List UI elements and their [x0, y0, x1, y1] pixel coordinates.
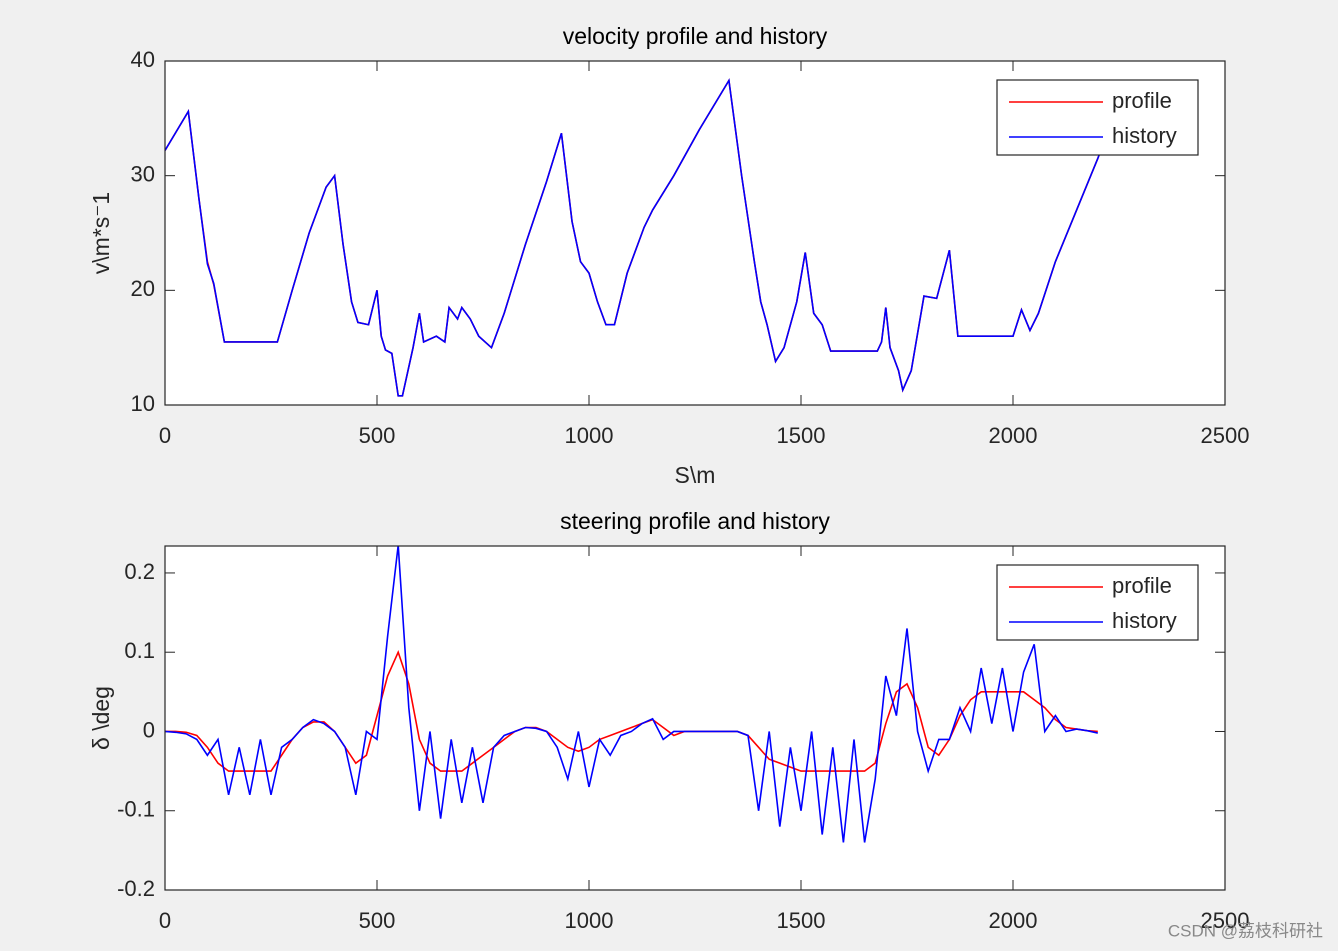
legend-label: history — [1112, 123, 1177, 148]
y-tick-label: 0.2 — [124, 559, 155, 584]
chart-title: velocity profile and history — [563, 23, 828, 49]
axes-box — [164, 60, 1226, 406]
legend-box — [996, 79, 1199, 156]
x-tick-label: 500 — [359, 908, 396, 933]
y-tick-label: 10 — [131, 391, 155, 416]
x-tick-label: 0 — [159, 423, 171, 448]
y-tick-label: 0 — [143, 717, 155, 742]
x-tick-label: 2000 — [989, 908, 1038, 933]
series-line — [165, 546, 1098, 843]
y-tick-label: -0.1 — [117, 797, 155, 822]
series-line — [165, 78, 1105, 397]
x-tick-label: 2500 — [1201, 423, 1250, 448]
x-tick-label: 1000 — [565, 423, 614, 448]
x-tick-label: 0 — [159, 908, 171, 933]
x-axis-label: S\m — [675, 462, 716, 488]
y-axis-label: δ \deg — [88, 686, 114, 750]
y-tick-label: 20 — [131, 276, 155, 301]
y-axis-label: v\m*s⁻1 — [88, 192, 114, 274]
legend-box — [996, 564, 1199, 641]
legend-label: profile — [1112, 88, 1172, 113]
x-tick-label: 2500 — [1201, 908, 1250, 933]
y-tick-label: 30 — [131, 161, 155, 186]
watermark: CSDN @荔枝科研社 — [1168, 921, 1323, 940]
axes-box — [164, 545, 1226, 891]
y-tick-label: 0.1 — [124, 638, 155, 663]
x-tick-label: 1500 — [777, 908, 826, 933]
x-tick-label: 1500 — [777, 423, 826, 448]
x-tick-label: 500 — [359, 423, 396, 448]
x-tick-label: 2000 — [989, 423, 1038, 448]
x-tick-label: 1000 — [565, 908, 614, 933]
legend-label: history — [1112, 608, 1177, 633]
chart-title: steering profile and history — [560, 508, 830, 534]
y-tick-label: 40 — [131, 47, 155, 72]
legend-label: profile — [1112, 573, 1172, 598]
y-tick-label: -0.2 — [117, 876, 155, 901]
